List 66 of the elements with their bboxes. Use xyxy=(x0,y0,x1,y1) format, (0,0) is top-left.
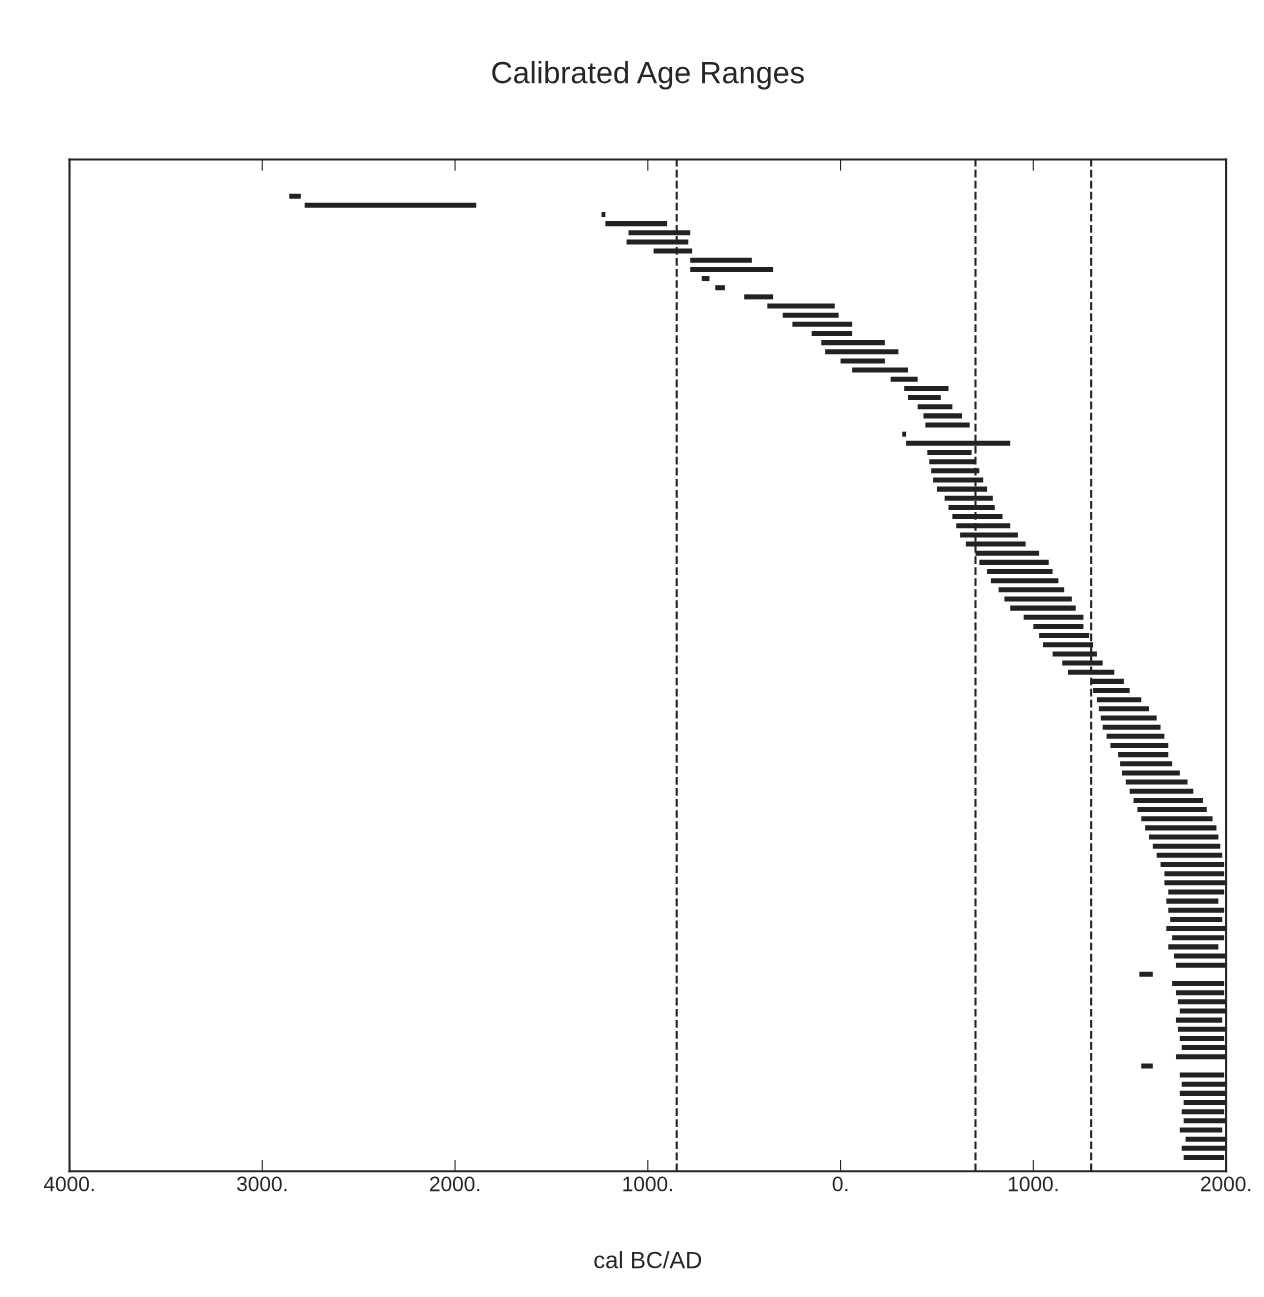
bar xyxy=(1033,623,1084,629)
bar xyxy=(1120,761,1173,767)
bar xyxy=(1129,788,1194,794)
bar xyxy=(792,321,853,327)
x-tick-label: 4000. xyxy=(43,1176,94,1192)
chart-title: Calibrated Age Ranges xyxy=(492,61,804,90)
bar xyxy=(840,358,885,364)
bar xyxy=(1141,1063,1153,1069)
bar xyxy=(1139,971,1153,977)
x-tick-label: 0. xyxy=(832,1176,848,1192)
bar xyxy=(1118,752,1169,758)
x-tick-label: 1000. xyxy=(623,1176,672,1192)
bar xyxy=(927,449,972,456)
bar xyxy=(690,257,752,263)
bar xyxy=(767,303,835,309)
bar xyxy=(979,559,1049,565)
bar xyxy=(1121,770,1180,776)
bar xyxy=(690,266,774,272)
bar xyxy=(923,413,962,419)
bar xyxy=(821,340,885,346)
bar xyxy=(811,330,853,336)
bar xyxy=(1004,596,1072,602)
bar xyxy=(1133,797,1203,803)
bar xyxy=(1106,733,1165,739)
bar xyxy=(902,431,907,437)
bar xyxy=(1141,816,1213,822)
bar xyxy=(605,221,668,227)
bar xyxy=(1179,1127,1223,1133)
bar xyxy=(744,294,774,300)
bar xyxy=(1096,697,1142,703)
x-tick-label: 2000. xyxy=(1201,1176,1251,1192)
bar xyxy=(904,385,949,391)
bar xyxy=(1145,825,1217,831)
bar xyxy=(1125,779,1188,785)
bar xyxy=(1166,898,1219,904)
bar xyxy=(1098,706,1149,712)
bar xyxy=(1110,742,1169,748)
bar xyxy=(289,193,301,199)
x-axis-title: cal BC/AD xyxy=(594,1251,702,1269)
x-tick-label: 1000. xyxy=(1008,1176,1058,1192)
bar xyxy=(1152,843,1221,849)
bar xyxy=(304,202,477,208)
bar xyxy=(925,422,970,428)
bar xyxy=(701,276,710,282)
bar xyxy=(890,376,918,382)
bar xyxy=(782,312,839,318)
bar xyxy=(852,367,909,373)
bar xyxy=(990,578,1059,584)
bar xyxy=(1175,1017,1223,1023)
x-tick-label: 3000. xyxy=(237,1176,287,1192)
bar xyxy=(1100,715,1157,721)
bar xyxy=(908,395,941,401)
bar xyxy=(998,587,1065,593)
bar xyxy=(1137,807,1207,813)
bar xyxy=(917,404,953,410)
bar xyxy=(1168,944,1219,950)
bar xyxy=(715,285,725,291)
bar xyxy=(987,569,1053,575)
bar xyxy=(1023,614,1084,620)
bar xyxy=(1102,724,1161,730)
bar xyxy=(1148,834,1219,840)
bar xyxy=(1156,852,1223,858)
x-tick-label: 2000. xyxy=(430,1176,480,1192)
bar xyxy=(1170,916,1223,922)
bar xyxy=(825,349,899,355)
bar xyxy=(1010,605,1076,611)
